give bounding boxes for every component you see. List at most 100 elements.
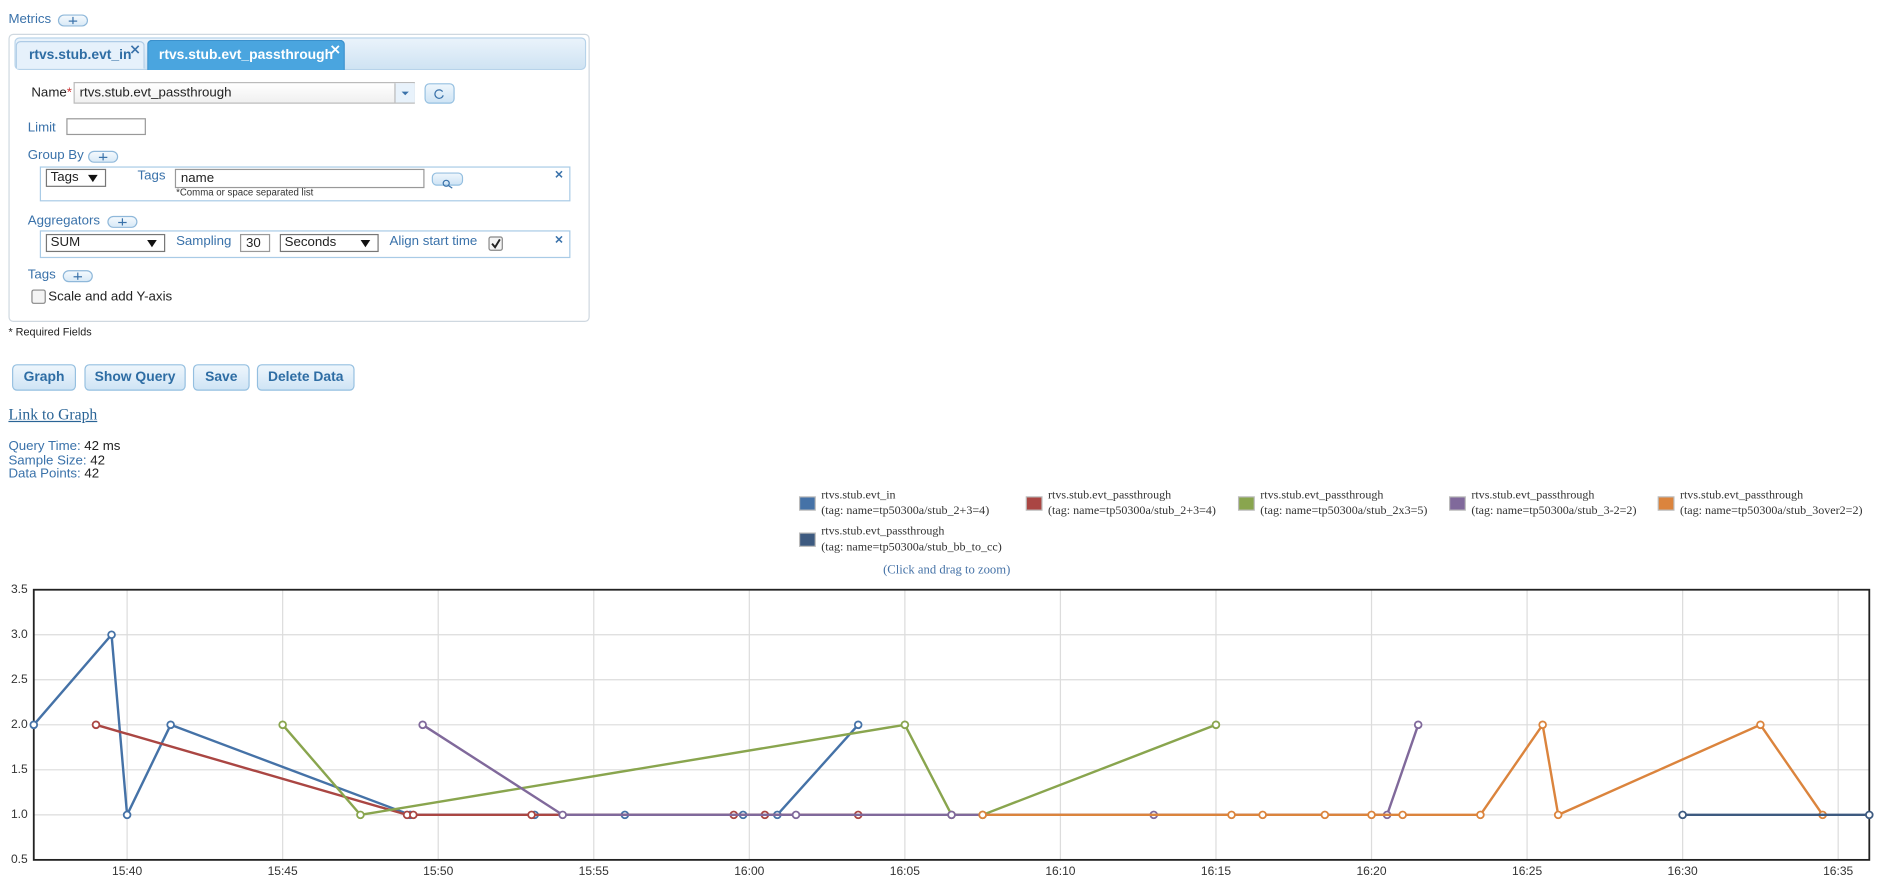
- sampling-unit-select[interactable]: Seconds: [279, 233, 379, 253]
- legend-tag: (tag: name=tp50300a/stub_3over2=2): [1680, 503, 1863, 517]
- limit-input[interactable]: [66, 118, 146, 136]
- legend-tag: (tag: name=tp50300a/stub_2+3=4): [1048, 503, 1216, 517]
- y-tick-label: 3.0: [11, 627, 28, 641]
- data-point: [853, 720, 863, 730]
- show-query-button[interactable]: Show Query: [84, 364, 186, 391]
- x-tick-label: 16:10: [1045, 864, 1075, 878]
- data-point: [29, 720, 39, 730]
- x-tick-label: 16:25: [1512, 864, 1542, 878]
- remove-icon[interactable]: [555, 170, 563, 178]
- stat-label: Query Time:: [8, 438, 81, 454]
- tab-close-icon[interactable]: [330, 45, 340, 55]
- link-to-graph[interactable]: Link to Graph: [8, 405, 98, 424]
- limit-label: Limit: [27, 120, 56, 136]
- delete-data-button[interactable]: Delete Data: [256, 364, 355, 391]
- zoom-hint: (Click and drag to zoom): [883, 562, 1010, 576]
- data-point: [166, 720, 175, 730]
- align-checkbox[interactable]: [488, 236, 503, 251]
- x-tick-label: 16:05: [890, 864, 920, 878]
- graph-button[interactable]: Graph: [12, 364, 76, 391]
- stat-row: Query Time: 42 ms: [8, 439, 120, 453]
- data-point: [1398, 810, 1407, 820]
- y-tick-label: 1.5: [11, 762, 28, 776]
- x-tick-label: 16:20: [1356, 864, 1386, 878]
- checkmark: [491, 238, 501, 249]
- legend-swatch: [1657, 496, 1675, 511]
- add-tag-button[interactable]: [62, 270, 93, 283]
- data-point: [418, 720, 427, 730]
- data-point: [1678, 810, 1687, 820]
- data-point: [527, 810, 536, 820]
- stat-row: Sample Size: 42: [8, 453, 105, 467]
- legend-label: rtvs.stub.evt_in: [821, 487, 895, 501]
- name-combobox[interactable]: rtvs.stub.evt_passthrough: [73, 82, 415, 104]
- x-tick-label: 16:00: [734, 864, 764, 878]
- search-button[interactable]: [431, 172, 464, 189]
- data-point: [1538, 720, 1547, 730]
- x-tick-label: 16:35: [1823, 864, 1853, 878]
- data-point: [122, 810, 132, 820]
- sampling-input[interactable]: 30: [239, 233, 271, 253]
- data-point: [1227, 810, 1236, 820]
- data-point: [356, 810, 365, 820]
- tab-close-icon[interactable]: [130, 45, 140, 55]
- data-point: [900, 720, 910, 730]
- stat-value: 42: [90, 452, 105, 468]
- data-point: [107, 630, 116, 640]
- legend-swatch: [798, 532, 816, 547]
- data-point: [558, 810, 567, 820]
- aggregator-box: [39, 230, 571, 259]
- add-metric-button[interactable]: [57, 14, 89, 27]
- data-point: [1258, 810, 1267, 820]
- data-point: [791, 810, 801, 820]
- legend-label: rtvs.stub.evt_passthrough: [1471, 487, 1594, 501]
- name-label: Name*: [31, 86, 72, 100]
- refresh-button[interactable]: [424, 83, 455, 104]
- data-point: [947, 810, 956, 820]
- data-point: [1211, 720, 1221, 730]
- stat-row: Data Points: 42: [8, 467, 99, 481]
- sampling-label: Sampling: [176, 233, 232, 249]
- series-line: [281, 723, 1217, 817]
- y-tick-label: 2.5: [11, 672, 28, 686]
- stat-label: Sample Size:: [8, 452, 87, 468]
- y-tick-label: 3.5: [11, 582, 28, 596]
- combobox-arrow[interactable]: [394, 83, 415, 103]
- add-group-by-button[interactable]: [88, 150, 119, 163]
- data-point: [409, 810, 418, 820]
- tags-input[interactable]: name: [174, 168, 425, 189]
- x-tick-label: 15:50: [423, 864, 453, 878]
- tags-hint: *Comma or space separated list: [176, 186, 314, 198]
- stat-value: 42: [84, 466, 100, 482]
- scale-checkbox[interactable]: [31, 289, 46, 304]
- tab[interactable]: rtvs.stub.evt_in: [15, 41, 145, 69]
- data-point: [978, 810, 987, 820]
- data-point: [1476, 810, 1485, 820]
- aggregator-select[interactable]: SUM: [45, 233, 166, 253]
- group-by-box: [39, 166, 571, 202]
- tags-label: Tags: [137, 168, 166, 184]
- add-aggregator-button[interactable]: [107, 215, 138, 228]
- required-mark: *: [66, 85, 72, 101]
- legend-label: rtvs.stub.evt_passthrough: [1048, 487, 1171, 501]
- aggregators-label: Aggregators: [27, 213, 101, 228]
- x-tick-label: 15:40: [112, 864, 142, 878]
- legend-tag: (tag: name=tp50300a/stub_bb_to_cc): [821, 539, 1001, 553]
- y-tick-label: 1.0: [11, 807, 28, 821]
- x-tick-label: 16:30: [1668, 864, 1698, 878]
- save-button[interactable]: Save: [192, 364, 250, 391]
- group-by-select[interactable]: Tags: [45, 168, 107, 187]
- legend-tag: (tag: name=tp50300a/stub_2x3=5): [1260, 503, 1427, 517]
- tab-active[interactable]: rtvs.stub.evt_passthrough: [147, 39, 345, 70]
- data-point: [91, 720, 101, 730]
- y-tick-label: 2.0: [11, 717, 28, 731]
- data-point: [1320, 810, 1330, 820]
- name-label-text: Name: [31, 85, 67, 101]
- legend-label: rtvs.stub.evt_passthrough: [821, 524, 944, 538]
- remove-icon[interactable]: [555, 235, 563, 243]
- group-by-label: Group By: [27, 148, 84, 163]
- stat-label: Data Points:: [8, 466, 81, 482]
- tags-section-label: Tags: [27, 267, 56, 283]
- data-point: [1553, 810, 1563, 820]
